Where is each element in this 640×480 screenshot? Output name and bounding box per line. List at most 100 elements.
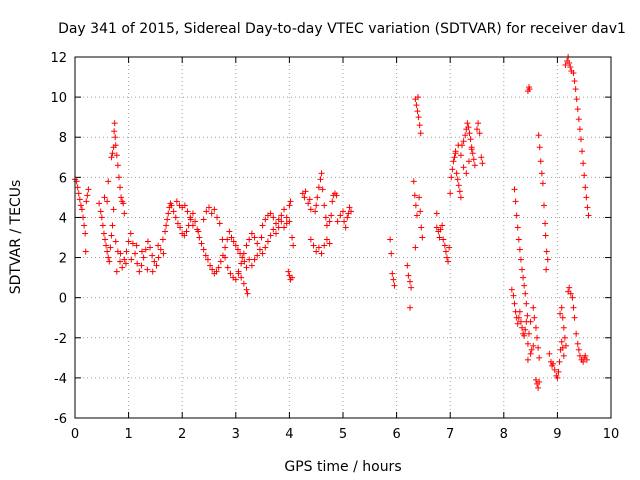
data-point xyxy=(579,148,586,155)
data-point xyxy=(471,162,478,169)
data-point xyxy=(240,280,247,287)
data-point xyxy=(74,184,81,191)
data-point xyxy=(462,132,469,139)
data-point xyxy=(318,250,325,257)
data-point xyxy=(267,232,274,239)
data-point xyxy=(515,314,522,321)
data-point xyxy=(149,268,156,275)
data-point xyxy=(582,184,589,191)
data-point xyxy=(134,260,141,267)
data-point xyxy=(334,218,341,225)
data-point xyxy=(162,228,169,235)
data-point xyxy=(226,228,233,235)
data-point xyxy=(561,334,568,341)
x-tick-label: 10 xyxy=(603,427,620,442)
data-point xyxy=(530,304,537,311)
data-point xyxy=(566,284,573,291)
data-point xyxy=(110,206,117,213)
data-point xyxy=(536,354,543,361)
data-point xyxy=(560,324,567,331)
data-point xyxy=(140,254,147,261)
data-point xyxy=(517,318,524,325)
data-point xyxy=(241,258,248,265)
data-point xyxy=(407,278,413,285)
data-point xyxy=(112,142,119,149)
data-point xyxy=(120,200,127,207)
data-point xyxy=(555,368,562,375)
data-point xyxy=(123,248,130,255)
data-point xyxy=(390,276,397,283)
data-point xyxy=(528,346,535,353)
data-point xyxy=(222,254,229,261)
data-point xyxy=(573,330,580,337)
data-point xyxy=(174,220,181,227)
data-point xyxy=(75,190,82,197)
data-point xyxy=(103,242,110,249)
data-point xyxy=(98,214,105,221)
data-point xyxy=(232,276,239,283)
data-point xyxy=(571,314,578,321)
data-point xyxy=(551,366,558,373)
data-point xyxy=(522,290,529,297)
data-point xyxy=(96,200,103,207)
data-point xyxy=(536,378,543,385)
data-point xyxy=(189,222,196,229)
data-point xyxy=(521,332,528,339)
data-point xyxy=(84,192,91,199)
data-point xyxy=(196,234,203,241)
data-point xyxy=(270,214,277,221)
data-point xyxy=(172,214,179,221)
data-point xyxy=(202,252,209,259)
data-point xyxy=(318,170,325,177)
data-point xyxy=(516,308,523,315)
data-point xyxy=(580,160,587,167)
data-point xyxy=(283,214,290,221)
data-point xyxy=(312,208,319,215)
data-point xyxy=(136,268,143,275)
data-point xyxy=(214,214,221,221)
data-point xyxy=(122,260,129,267)
data-point xyxy=(468,146,475,153)
data-point xyxy=(283,220,290,227)
data-point xyxy=(278,218,285,225)
data-point xyxy=(542,232,549,239)
data-point xyxy=(534,334,541,341)
y-tick-label: -6 xyxy=(54,412,67,427)
data-point xyxy=(543,266,550,273)
data-point xyxy=(463,170,470,177)
data-point xyxy=(410,178,417,185)
data-point xyxy=(128,256,135,263)
x-tick-label: 2 xyxy=(178,427,186,442)
data-point xyxy=(105,178,112,185)
data-point xyxy=(259,250,266,257)
data-point xyxy=(543,248,550,255)
data-point xyxy=(453,170,460,177)
data-point xyxy=(78,206,85,213)
data-point xyxy=(322,214,329,221)
data-point xyxy=(329,198,336,205)
data-point xyxy=(475,120,482,127)
y-tick-label: 10 xyxy=(50,91,67,106)
data-point xyxy=(442,248,449,255)
data-point xyxy=(164,216,171,223)
data-point xyxy=(206,204,212,211)
data-point xyxy=(521,282,528,289)
data-point xyxy=(532,324,539,331)
data-point xyxy=(569,294,576,301)
data-point xyxy=(558,304,565,311)
data-point xyxy=(441,242,448,249)
data-point xyxy=(321,202,328,209)
data-point xyxy=(256,246,263,253)
data-point xyxy=(436,234,443,241)
data-point xyxy=(195,228,202,235)
data-point xyxy=(213,268,220,275)
data-point xyxy=(273,230,279,237)
data-point xyxy=(209,266,216,273)
data-point xyxy=(340,208,346,215)
data-point xyxy=(479,160,486,167)
data-point xyxy=(305,200,312,207)
data-point xyxy=(511,186,518,193)
data-point xyxy=(80,214,87,221)
data-point xyxy=(556,358,563,365)
